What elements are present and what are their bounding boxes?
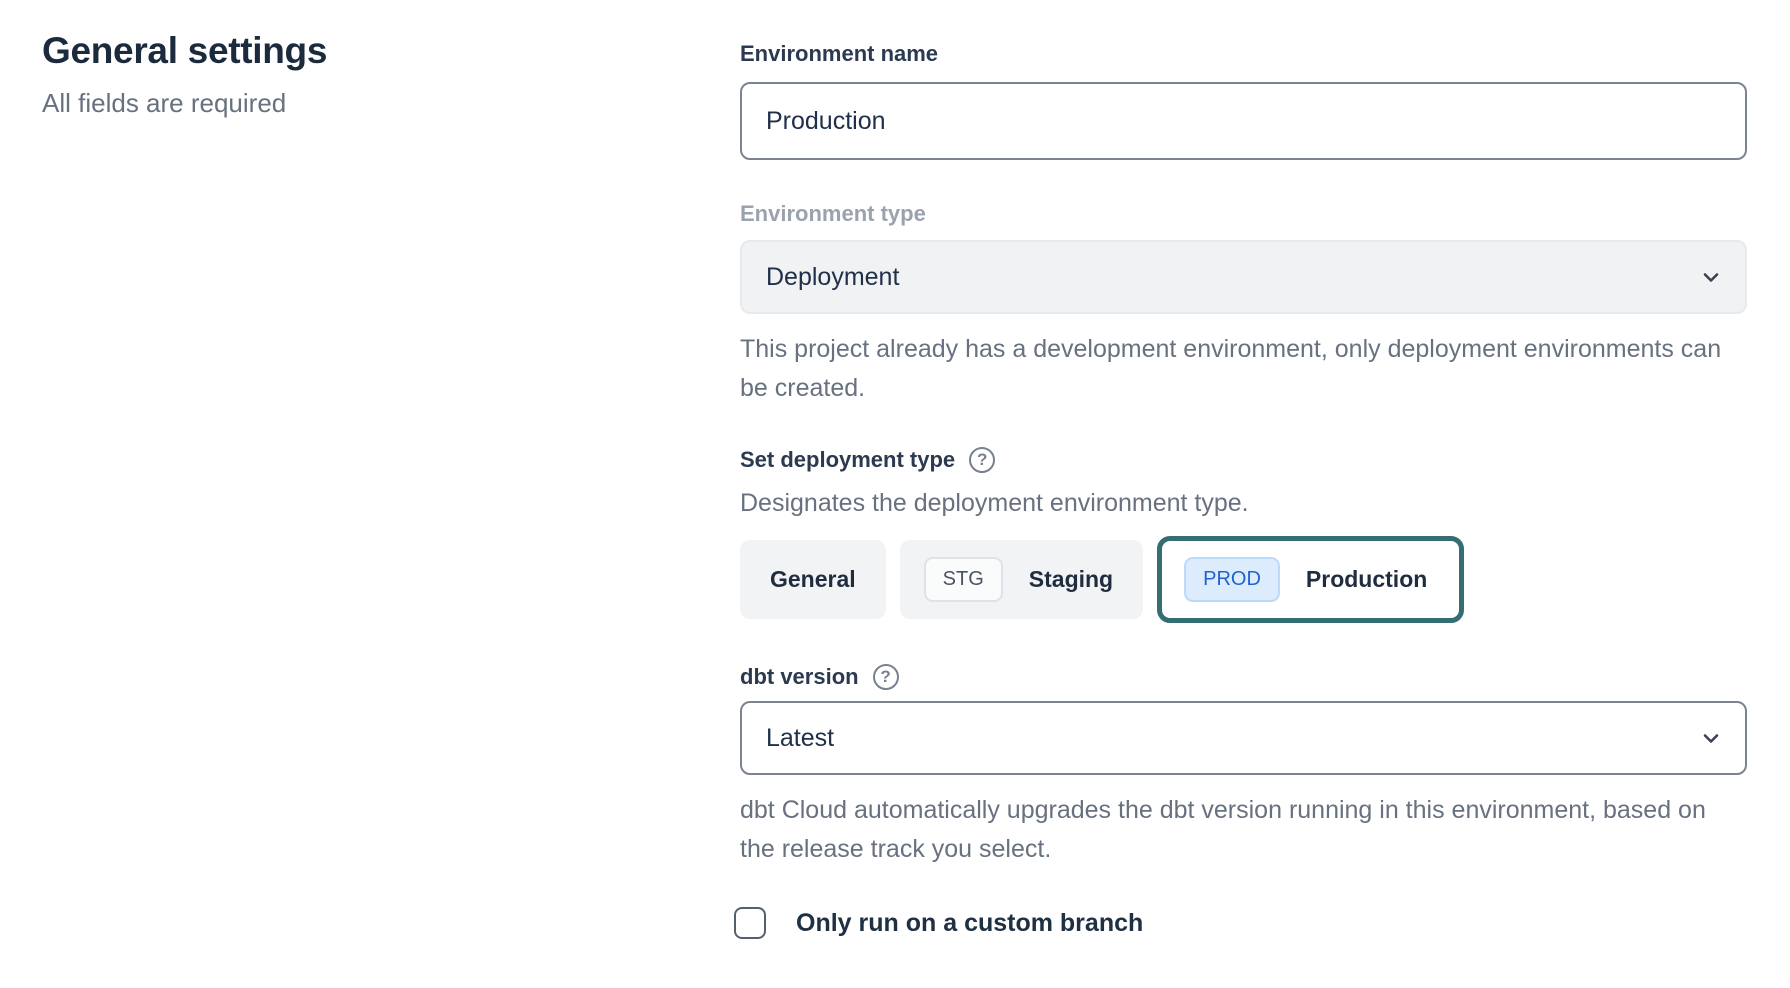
deployment-type-option-production[interactable]: PROD Production [1157, 536, 1465, 623]
deployment-type-description: Designates the deployment environment ty… [740, 489, 1249, 517]
deployment-type-options: General STG Staging PROD Production [740, 536, 1747, 623]
deployment-type-option-general-label: General [770, 566, 856, 592]
dbt-version-label-row: dbt version ? [740, 663, 1747, 691]
dbt-version-value: Latest [766, 723, 835, 752]
production-badge: PROD [1184, 557, 1280, 602]
environment-type-value: Deployment [766, 262, 900, 291]
deployment-type-label: Set deployment type [740, 447, 956, 472]
dbt-version-help-text: dbt Cloud automatically upgrades the dbt… [740, 796, 1706, 863]
settings-intro: General settings All fields are required [42, 30, 662, 119]
environment-name-label: Environment name [740, 41, 939, 66]
environment-type-help-text: This project already has a development e… [740, 335, 1722, 402]
deployment-type-option-staging[interactable]: STG Staging [899, 540, 1144, 619]
environment-settings-form: Environment name Production Environment … [734, 40, 1747, 939]
deployment-type-option-general[interactable]: General [740, 540, 886, 619]
deployment-type-label-row: Set deployment type ? [740, 446, 1747, 474]
deployment-type-option-production-label: Production [1305, 566, 1428, 592]
page-title: General settings [42, 30, 328, 71]
chevron-down-icon [1703, 273, 1719, 282]
chevron-down-icon [1703, 734, 1719, 743]
environment-name-value: Production [766, 106, 886, 135]
environment-type-label: Environment type [740, 201, 926, 226]
help-icon[interactable]: ? [872, 664, 899, 690]
custom-branch-checkbox[interactable] [734, 907, 766, 939]
page-subtitle: All fields are required [42, 88, 287, 118]
deployment-type-option-staging-label: Staging [1028, 566, 1114, 592]
custom-branch-row[interactable]: Only run on a custom branch [734, 907, 1747, 939]
help-icon[interactable]: ? [969, 447, 996, 473]
staging-badge: STG [923, 557, 1003, 602]
dbt-version-select[interactable]: Latest [740, 701, 1747, 775]
environment-type-select[interactable]: Deployment [740, 240, 1747, 314]
environment-name-input[interactable]: Production [740, 82, 1747, 160]
custom-branch-label: Only run on a custom branch [796, 908, 1144, 937]
dbt-version-label: dbt version [740, 664, 859, 689]
